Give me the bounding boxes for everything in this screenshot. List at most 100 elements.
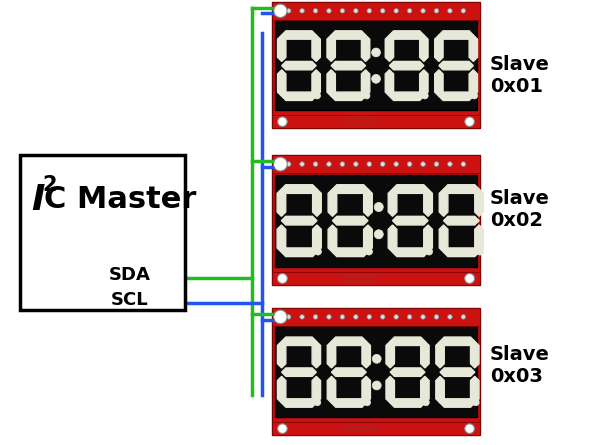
Circle shape xyxy=(434,315,439,319)
Circle shape xyxy=(353,162,358,166)
Polygon shape xyxy=(277,341,286,368)
Polygon shape xyxy=(389,61,424,70)
Circle shape xyxy=(448,162,452,166)
Polygon shape xyxy=(440,337,475,345)
Polygon shape xyxy=(434,70,443,96)
Polygon shape xyxy=(362,341,370,368)
Circle shape xyxy=(476,248,484,255)
Polygon shape xyxy=(327,341,336,368)
Circle shape xyxy=(313,162,318,166)
Circle shape xyxy=(422,399,430,406)
Polygon shape xyxy=(281,216,317,225)
Polygon shape xyxy=(388,225,397,252)
Circle shape xyxy=(448,315,452,319)
Circle shape xyxy=(421,315,425,319)
Circle shape xyxy=(313,8,318,13)
Polygon shape xyxy=(277,225,286,252)
Polygon shape xyxy=(361,70,370,96)
Circle shape xyxy=(372,381,381,390)
Polygon shape xyxy=(331,92,365,101)
Circle shape xyxy=(371,74,380,83)
Polygon shape xyxy=(392,185,428,194)
FancyBboxPatch shape xyxy=(272,155,480,285)
Circle shape xyxy=(380,8,385,13)
Circle shape xyxy=(367,8,371,13)
Polygon shape xyxy=(443,185,479,194)
Polygon shape xyxy=(282,92,316,101)
Text: SDA: SDA xyxy=(109,266,151,284)
Circle shape xyxy=(367,162,371,166)
FancyBboxPatch shape xyxy=(272,422,480,435)
Polygon shape xyxy=(312,35,320,61)
Circle shape xyxy=(372,354,381,363)
Circle shape xyxy=(472,399,479,406)
Polygon shape xyxy=(390,337,425,345)
Polygon shape xyxy=(332,185,368,194)
FancyBboxPatch shape xyxy=(345,276,376,281)
Polygon shape xyxy=(475,189,484,216)
Circle shape xyxy=(300,162,304,166)
Polygon shape xyxy=(469,35,478,61)
Circle shape xyxy=(314,248,322,255)
Polygon shape xyxy=(436,341,444,368)
Circle shape xyxy=(278,424,287,433)
Text: I: I xyxy=(31,183,45,217)
Polygon shape xyxy=(386,341,394,368)
Polygon shape xyxy=(392,248,428,257)
Circle shape xyxy=(278,117,287,126)
Polygon shape xyxy=(439,92,473,101)
FancyBboxPatch shape xyxy=(272,308,480,326)
Circle shape xyxy=(407,162,412,166)
Circle shape xyxy=(326,162,331,166)
FancyBboxPatch shape xyxy=(272,155,480,173)
Circle shape xyxy=(421,162,425,166)
Polygon shape xyxy=(443,216,479,225)
Polygon shape xyxy=(392,216,428,225)
Circle shape xyxy=(340,8,344,13)
Polygon shape xyxy=(327,376,336,403)
Polygon shape xyxy=(277,189,286,216)
Text: 2: 2 xyxy=(43,175,57,195)
Circle shape xyxy=(471,92,478,99)
Polygon shape xyxy=(328,189,337,216)
Polygon shape xyxy=(386,376,394,403)
Circle shape xyxy=(340,315,344,319)
Circle shape xyxy=(286,315,291,319)
FancyBboxPatch shape xyxy=(275,174,477,267)
Text: C Master: C Master xyxy=(44,186,196,214)
Text: Slave
0x01: Slave 0x01 xyxy=(490,54,550,96)
Circle shape xyxy=(465,117,475,126)
Circle shape xyxy=(380,315,385,319)
Circle shape xyxy=(326,315,331,319)
FancyBboxPatch shape xyxy=(345,426,376,431)
Polygon shape xyxy=(331,368,366,376)
Polygon shape xyxy=(281,185,317,194)
Polygon shape xyxy=(421,341,429,368)
Circle shape xyxy=(422,92,428,99)
Circle shape xyxy=(394,8,398,13)
Polygon shape xyxy=(424,189,433,216)
Circle shape xyxy=(365,248,373,255)
Polygon shape xyxy=(312,376,320,403)
Circle shape xyxy=(326,8,331,13)
Polygon shape xyxy=(328,225,337,252)
Circle shape xyxy=(448,8,452,13)
Circle shape xyxy=(314,92,320,99)
Polygon shape xyxy=(439,189,448,216)
Circle shape xyxy=(277,274,287,283)
Polygon shape xyxy=(419,70,428,96)
Polygon shape xyxy=(331,399,366,407)
Polygon shape xyxy=(312,341,320,368)
Polygon shape xyxy=(419,35,428,61)
Circle shape xyxy=(461,315,466,319)
Circle shape xyxy=(380,162,385,166)
Polygon shape xyxy=(331,337,366,345)
Circle shape xyxy=(394,315,398,319)
FancyBboxPatch shape xyxy=(20,155,185,310)
Polygon shape xyxy=(282,61,316,70)
FancyBboxPatch shape xyxy=(275,21,477,110)
Circle shape xyxy=(461,8,466,13)
Polygon shape xyxy=(277,376,286,403)
Circle shape xyxy=(274,310,287,324)
FancyBboxPatch shape xyxy=(272,2,480,128)
